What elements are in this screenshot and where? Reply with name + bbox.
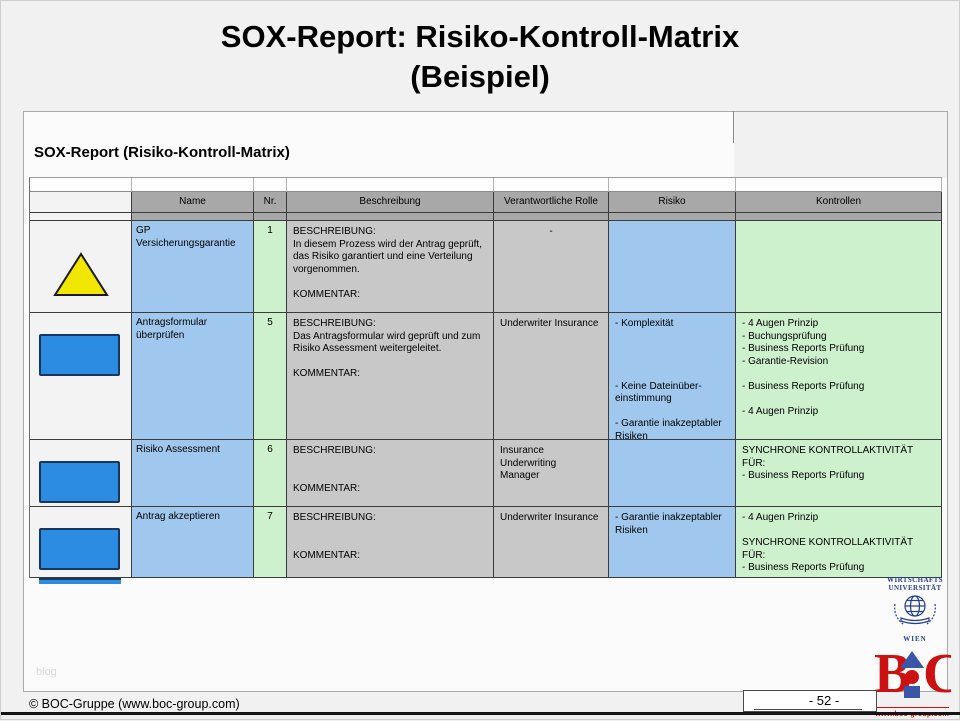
cell-nr: 5 xyxy=(254,313,287,440)
blue-activity-icon-partial xyxy=(39,578,121,584)
cell-kontrollen: SYNCHRONE KONTROLLAKTIVITÄT FÜR: - Busin… xyxy=(736,440,942,507)
thin-row-cell xyxy=(736,213,942,221)
thin-row-cell xyxy=(132,213,254,221)
cell-kontrollen: - 4 Augen Prinzip - Buchungsprüfung - Bu… xyxy=(736,313,942,440)
spacer-cell xyxy=(132,178,254,192)
column-header-risiko: Risiko xyxy=(609,192,736,213)
spacer-cell xyxy=(736,178,942,192)
blue-activity-icon xyxy=(39,333,120,376)
column-header-beschreibung: Beschreibung xyxy=(287,192,494,213)
boc-logo: B C www.boc-group.com xyxy=(871,643,960,718)
page-number: - 52 - xyxy=(808,693,840,708)
cell-kontrollen: - 4 Augen Prinzip SYNCHRONE KONTROLLAKTI… xyxy=(736,507,942,578)
yellow-triangle-process-icon xyxy=(52,239,131,303)
watermark-text: blog xyxy=(36,666,57,678)
process-symbol-cell xyxy=(30,221,132,313)
cell-rolle: Underwriter Insurance xyxy=(494,507,609,578)
cell-nr: 1 xyxy=(254,221,287,313)
column-header-name: Name xyxy=(132,192,254,213)
cell-rolle: Underwriter Insurance xyxy=(494,313,609,440)
cell-kontrollen xyxy=(736,221,942,313)
wu-logo-line1: WIRTSCHAFTS xyxy=(887,576,943,584)
thin-row-cell xyxy=(254,213,287,221)
footer-divider xyxy=(1,712,960,715)
cell-beschreibung: BESCHREIBUNG: In diesem Prozess wird der… xyxy=(287,221,494,313)
report-heading: SOX-Report (Risiko-Kontroll-Matrix) xyxy=(34,144,290,161)
cell-name: Risiko Assessment xyxy=(132,440,254,507)
page-number-box: - 52 - xyxy=(743,690,877,712)
cell-beschreibung: BESCHREIBUNG: KOMMENTAR: xyxy=(287,440,494,507)
wu-globe-book-icon xyxy=(877,592,953,637)
cell-rolle: - xyxy=(494,221,609,313)
cell-risiko: - Komplexität - Keine Dateinüber- einsti… xyxy=(609,313,736,440)
cell-name: Antragsformular überprüfen xyxy=(132,313,254,440)
blue-activity-icon xyxy=(39,527,120,570)
spacer-cell xyxy=(609,178,736,192)
cell-risiko xyxy=(609,221,736,313)
cell-nr: 7 xyxy=(254,507,287,578)
spacer-cell xyxy=(254,178,287,192)
process-symbol-cell xyxy=(30,313,132,440)
wu-wien-logo: WIRTSCHAFTS UNIVERSITÄT WIEN xyxy=(877,576,953,648)
page-number-underline xyxy=(754,709,862,710)
cell-beschreibung: BESCHREIBUNG: Das Antragsformular wird g… xyxy=(287,313,494,440)
blue-activity-icon xyxy=(39,460,120,503)
spacer-cell xyxy=(30,178,132,192)
svg-text:C: C xyxy=(923,646,951,698)
cell-rolle: Insurance Underwriting Manager xyxy=(494,440,609,507)
thin-row-cell xyxy=(30,213,132,221)
column-header-rolle: Verantwortliche Rolle xyxy=(494,192,609,213)
risk-control-matrix-table: Name Nr. Beschreibung Verantwortliche Ro… xyxy=(29,177,942,578)
wu-logo-city: WIEN xyxy=(903,635,927,643)
footer-copyright: © BOC-Gruppe (www.boc-group.com) xyxy=(29,697,240,711)
cell-risiko xyxy=(609,440,736,507)
thin-row-cell xyxy=(609,213,736,221)
slide-title: SOX-Report: Risiko-Kontroll-Matrix (Beis… xyxy=(220,19,740,94)
cell-beschreibung: BESCHREIBUNG: KOMMENTAR: xyxy=(287,507,494,578)
panel-notch xyxy=(734,112,947,178)
panel-notch-border xyxy=(733,111,734,143)
thin-row-cell xyxy=(287,213,494,221)
process-symbol-cell xyxy=(30,440,132,507)
thin-row-cell xyxy=(494,213,609,221)
cell-nr: 6 xyxy=(254,440,287,507)
cell-risiko: - Garantie inakzeptabler Risiken xyxy=(609,507,736,578)
wu-logo-line2: UNIVERSITÄT xyxy=(888,584,942,592)
column-header-kontrollen: Kontrollen xyxy=(736,192,942,213)
boc-logo-icon: B C xyxy=(871,643,960,705)
process-symbol-cell xyxy=(30,507,132,578)
spacer-cell xyxy=(287,178,494,192)
cell-name: Antrag akzeptieren xyxy=(132,507,254,578)
column-header-icon xyxy=(30,192,132,213)
cell-name: GP Versicherungsgarantie xyxy=(132,221,254,313)
spacer-cell xyxy=(494,178,609,192)
column-header-nr: Nr. xyxy=(254,192,287,213)
